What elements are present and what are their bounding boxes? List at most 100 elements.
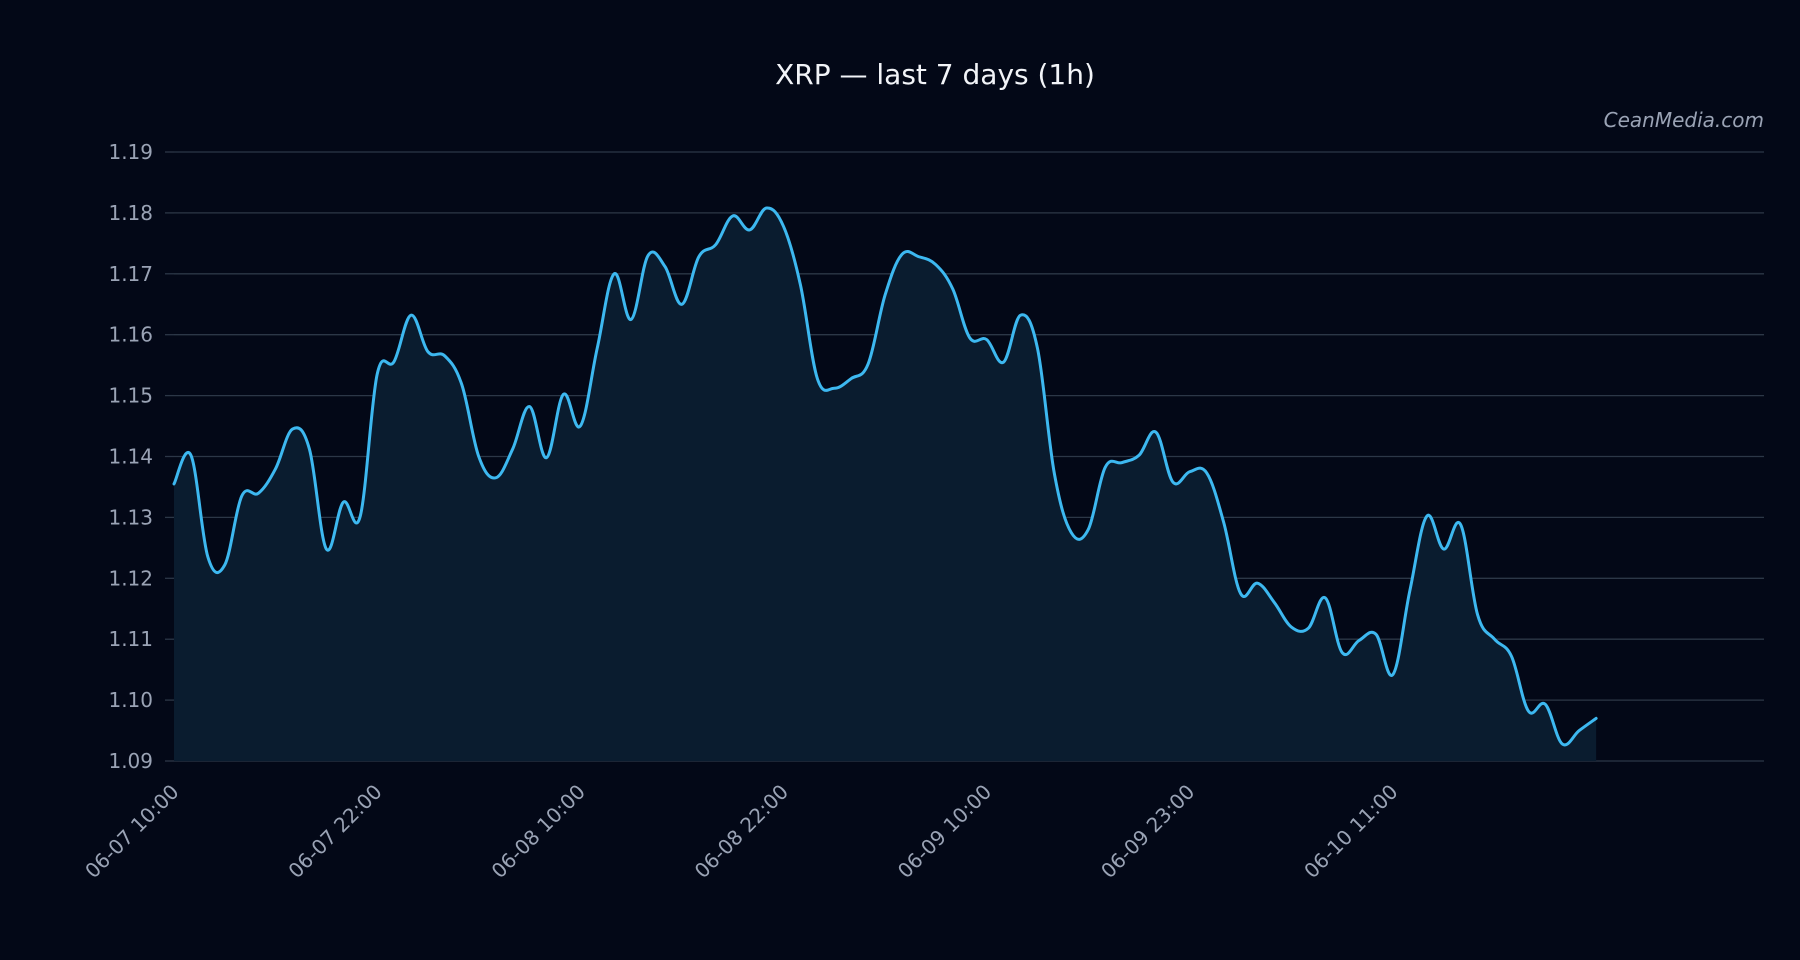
data-point bbox=[1442, 547, 1445, 550]
data-point bbox=[291, 427, 294, 430]
data-point bbox=[1408, 589, 1411, 592]
data-point bbox=[646, 254, 649, 257]
data-point bbox=[240, 494, 243, 497]
data-point bbox=[816, 377, 819, 380]
data-point bbox=[223, 563, 226, 566]
data-point bbox=[850, 377, 853, 380]
data-point bbox=[1137, 454, 1140, 457]
data-point bbox=[376, 373, 379, 376]
data-point bbox=[1544, 703, 1547, 706]
data-point bbox=[596, 347, 599, 350]
data-point bbox=[1171, 480, 1174, 483]
price-area bbox=[174, 207, 1597, 761]
data-point bbox=[1425, 515, 1428, 518]
data-point bbox=[900, 253, 903, 256]
data-point bbox=[765, 206, 768, 209]
data-point bbox=[833, 387, 836, 390]
data-point bbox=[1154, 431, 1157, 434]
data-point bbox=[308, 448, 311, 451]
data-point bbox=[545, 456, 548, 459]
data-point bbox=[731, 214, 734, 217]
data-point bbox=[1578, 729, 1581, 732]
price-area-layer bbox=[174, 207, 1597, 761]
data-point bbox=[1290, 625, 1293, 628]
data-point bbox=[1476, 613, 1479, 616]
data-point bbox=[206, 555, 209, 558]
price-line-layer bbox=[172, 206, 1598, 747]
data-point bbox=[409, 314, 412, 317]
data-point bbox=[562, 393, 565, 396]
data-point bbox=[460, 383, 463, 386]
data-point bbox=[511, 448, 514, 451]
data-point bbox=[579, 424, 582, 427]
data-point bbox=[1341, 651, 1344, 654]
data-point bbox=[630, 318, 633, 321]
data-point bbox=[1307, 627, 1310, 630]
data-point bbox=[426, 350, 429, 353]
data-point bbox=[1036, 347, 1039, 350]
data-point bbox=[680, 303, 683, 306]
data-point bbox=[1256, 582, 1259, 585]
data-point bbox=[274, 467, 277, 470]
y-tick-label: 1.11 bbox=[108, 627, 153, 651]
data-point bbox=[934, 263, 937, 266]
data-point bbox=[714, 243, 717, 246]
data-point bbox=[359, 515, 362, 518]
data-point bbox=[172, 482, 175, 485]
y-tick-label: 1.13 bbox=[108, 505, 153, 529]
data-point bbox=[883, 294, 886, 297]
y-tick-label: 1.16 bbox=[108, 323, 153, 347]
data-point bbox=[1205, 471, 1208, 474]
data-point bbox=[1019, 314, 1022, 317]
data-point bbox=[528, 405, 531, 408]
data-point bbox=[663, 265, 666, 268]
y-tick-label: 1.19 bbox=[108, 140, 153, 164]
data-point bbox=[257, 491, 260, 494]
data-point bbox=[613, 272, 616, 275]
data-point bbox=[1120, 461, 1123, 464]
data-point bbox=[1358, 639, 1361, 642]
data-point bbox=[1070, 531, 1073, 534]
y-tick-label: 1.15 bbox=[108, 384, 153, 408]
data-point bbox=[1053, 472, 1056, 475]
data-point bbox=[867, 362, 870, 365]
data-point bbox=[748, 228, 751, 231]
data-point bbox=[985, 338, 988, 341]
data-point bbox=[1087, 528, 1090, 531]
price-line bbox=[172, 206, 1598, 747]
data-point bbox=[1273, 601, 1276, 604]
data-point bbox=[968, 336, 971, 339]
data-point bbox=[1510, 655, 1513, 658]
data-point bbox=[1002, 361, 1005, 364]
data-point bbox=[1561, 742, 1564, 745]
data-point bbox=[1374, 633, 1377, 636]
watermark: CeanMedia.com bbox=[1604, 108, 1764, 132]
y-tick-label: 1.14 bbox=[108, 445, 153, 469]
data-point bbox=[342, 501, 345, 504]
data-point bbox=[1239, 592, 1242, 595]
y-axis-ticks: 1.09 1.10 1.11 1.12 1.13 1.14 1.15 1.16 1.17 1.18… bbox=[108, 140, 153, 773]
data-point bbox=[1493, 638, 1496, 641]
data-point bbox=[917, 255, 920, 258]
y-tick-label: 1.09 bbox=[108, 749, 153, 773]
y-tick-label: 1.17 bbox=[108, 262, 153, 286]
data-point bbox=[1324, 596, 1327, 599]
data-point bbox=[325, 547, 328, 550]
data-point bbox=[697, 255, 700, 258]
data-point bbox=[951, 287, 954, 290]
data-point bbox=[1459, 523, 1462, 526]
data-point bbox=[1188, 470, 1191, 473]
data-point bbox=[1104, 466, 1107, 469]
data-point bbox=[477, 455, 480, 458]
data-point bbox=[443, 354, 446, 357]
data-point bbox=[1222, 521, 1225, 524]
y-tick-label: 1.18 bbox=[108, 201, 153, 225]
data-point bbox=[1527, 709, 1530, 712]
y-tick-label: 1.12 bbox=[108, 566, 153, 590]
chart-title: XRP — last 7 days (1h) bbox=[775, 58, 1095, 91]
data-point bbox=[1595, 717, 1598, 720]
data-point bbox=[782, 225, 785, 228]
data-point bbox=[494, 476, 497, 479]
data-point bbox=[189, 454, 192, 457]
